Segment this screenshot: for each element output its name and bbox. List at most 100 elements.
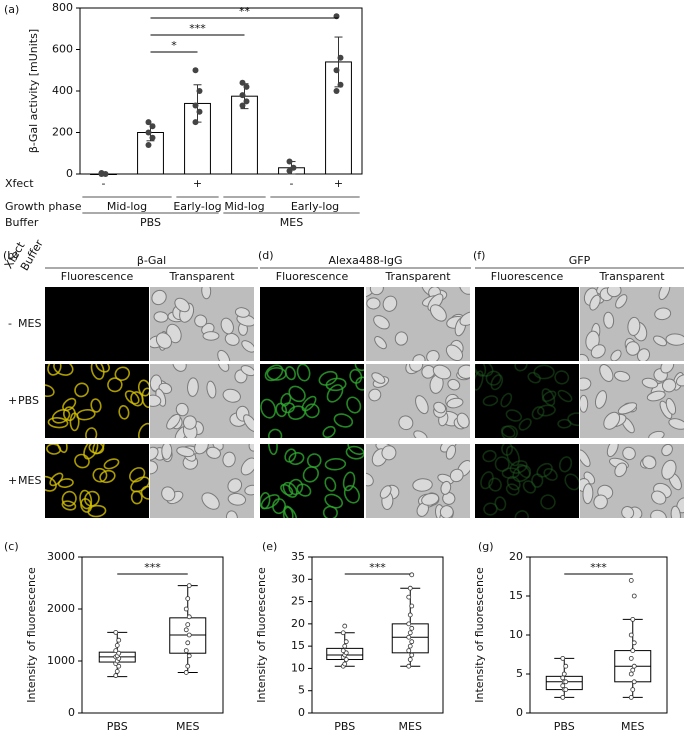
micrograph [580,287,684,361]
cell [445,344,464,361]
cell [567,412,579,427]
data-point [183,648,189,653]
cells [480,444,579,518]
cell [354,364,364,372]
cell [564,473,579,491]
y-tick-label: 1000 [47,654,75,667]
data-point [196,88,203,94]
cell [114,366,131,382]
cell [412,354,426,361]
cell [459,311,470,326]
row-value: + [334,177,343,190]
data-point [628,656,634,661]
data-point [186,653,192,659]
data-point [239,79,246,86]
cells [260,364,364,438]
data-point [406,634,412,640]
cell [241,340,254,353]
panel-label: (g) [478,540,494,553]
cell [174,297,190,313]
column-header: Fluorescence [491,270,564,283]
y-axis-label: β-Gal activity [mUnits] [27,29,40,153]
x-tick-label: MES [176,720,199,732]
cell [514,364,528,372]
image-bg [475,287,579,361]
cell [217,364,230,372]
data-point [342,623,348,629]
data-point [185,663,191,669]
cell [47,417,69,429]
cells [368,364,470,438]
data-point [628,632,634,638]
cell [621,506,635,518]
cell [475,364,494,377]
y-tick-label: 20 [291,617,305,630]
panel-label: (c) [4,540,19,553]
cell [488,477,502,492]
cell [373,315,390,330]
data-point [407,612,413,618]
data-point [185,640,191,646]
y-tick-label: 30 [291,572,305,585]
y-tick-label: 0 [68,706,75,719]
cell [222,451,236,468]
data-point [560,656,566,661]
cells [45,444,149,518]
cell [613,370,631,382]
y-axis-label: Intensity of fluorescence [255,567,268,703]
cell [500,392,513,408]
cell [182,415,197,430]
cell [62,406,76,422]
cell [665,333,684,346]
cell [103,458,120,470]
cell [369,287,384,296]
cell [150,446,159,461]
cell [322,425,336,438]
cell [45,384,55,398]
data-point [406,648,412,653]
cell [90,398,102,413]
cell [606,444,619,458]
data-point [343,639,349,645]
y-tick-label: 3000 [47,550,75,563]
cell [130,490,143,505]
cell [79,489,93,510]
cells [580,444,684,518]
y-tick-label: 15 [509,589,523,602]
cell [485,370,502,386]
cell [501,467,520,479]
data-point [183,606,189,612]
cell [456,412,470,429]
cell [347,444,364,455]
cell [440,480,452,495]
cell [617,402,638,415]
cell [501,425,516,438]
data-point [239,92,246,99]
y-tick-label: 5 [298,684,305,697]
cell [509,460,528,474]
cell [301,395,317,412]
cell [433,401,447,414]
row-label: Xfect [5,177,34,190]
cell [194,444,209,455]
y-tick-label: 25 [291,595,305,608]
cell [243,414,254,432]
micrograph [475,287,579,361]
cell [151,289,167,306]
cell [506,475,521,491]
data-point [409,639,415,645]
x-tick-label: MES [399,720,422,732]
cell [92,467,108,483]
cell [161,486,176,502]
y-tick-label: 400 [52,84,73,97]
cells [475,364,579,438]
cell [557,389,573,403]
data-point [192,102,199,109]
cells [580,364,684,438]
data-point [406,621,412,627]
data-point [407,657,413,662]
row-buffer: MES [18,317,41,330]
data-point [340,648,346,653]
cell [283,505,298,518]
cell [371,372,386,384]
